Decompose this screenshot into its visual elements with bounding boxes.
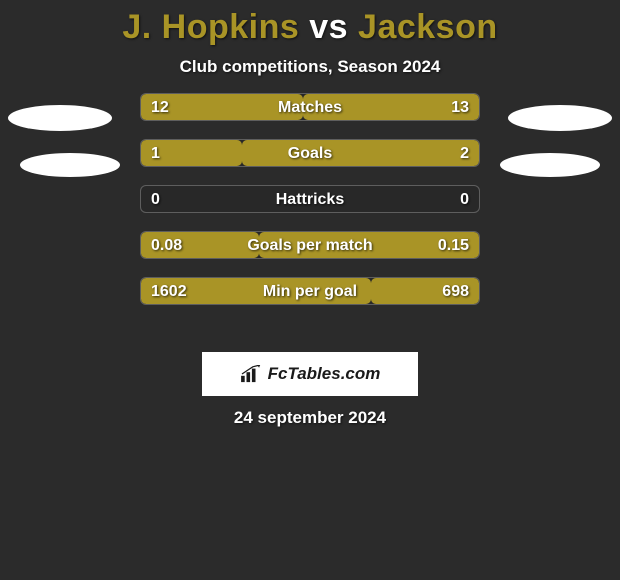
chart-icon (240, 365, 262, 383)
stat-right-value: 2 (460, 140, 469, 167)
stat-right-value: 698 (442, 278, 469, 305)
logo-text: FcTables.com (268, 364, 381, 384)
player2-photo-placeholder (508, 105, 612, 131)
stat-label: Matches (141, 94, 479, 121)
stat-right-value: 0.15 (438, 232, 469, 259)
subtitle: Club competitions, Season 2024 (0, 57, 620, 77)
date-label: 24 september 2024 (0, 408, 620, 428)
stat-label: Hattricks (141, 186, 479, 213)
player1-flag-placeholder (20, 153, 120, 177)
page-title: J. Hopkins vs Jackson (0, 0, 620, 47)
stat-row: 0Hattricks0 (140, 185, 480, 213)
stat-row: 0.08Goals per match0.15 (140, 231, 480, 259)
stat-row: 1602Min per goal698 (140, 277, 480, 305)
stat-label: Min per goal (141, 278, 479, 305)
source-logo: FcTables.com (202, 352, 418, 396)
stat-label: Goals (141, 140, 479, 167)
stat-right-value: 13 (451, 94, 469, 121)
player2-name: Jackson (358, 8, 498, 46)
stat-row: 1Goals2 (140, 139, 480, 167)
player1-name: J. Hopkins (122, 8, 299, 46)
stat-row: 12Matches13 (140, 93, 480, 121)
player1-photo-placeholder (8, 105, 112, 131)
vs-separator: vs (309, 8, 348, 46)
player2-flag-placeholder (500, 153, 600, 177)
stat-right-value: 0 (460, 186, 469, 213)
stat-label: Goals per match (141, 232, 479, 259)
bars-container: 12Matches13 1Goals2 0Hattricks0 0.08Goals p… (140, 93, 480, 323)
